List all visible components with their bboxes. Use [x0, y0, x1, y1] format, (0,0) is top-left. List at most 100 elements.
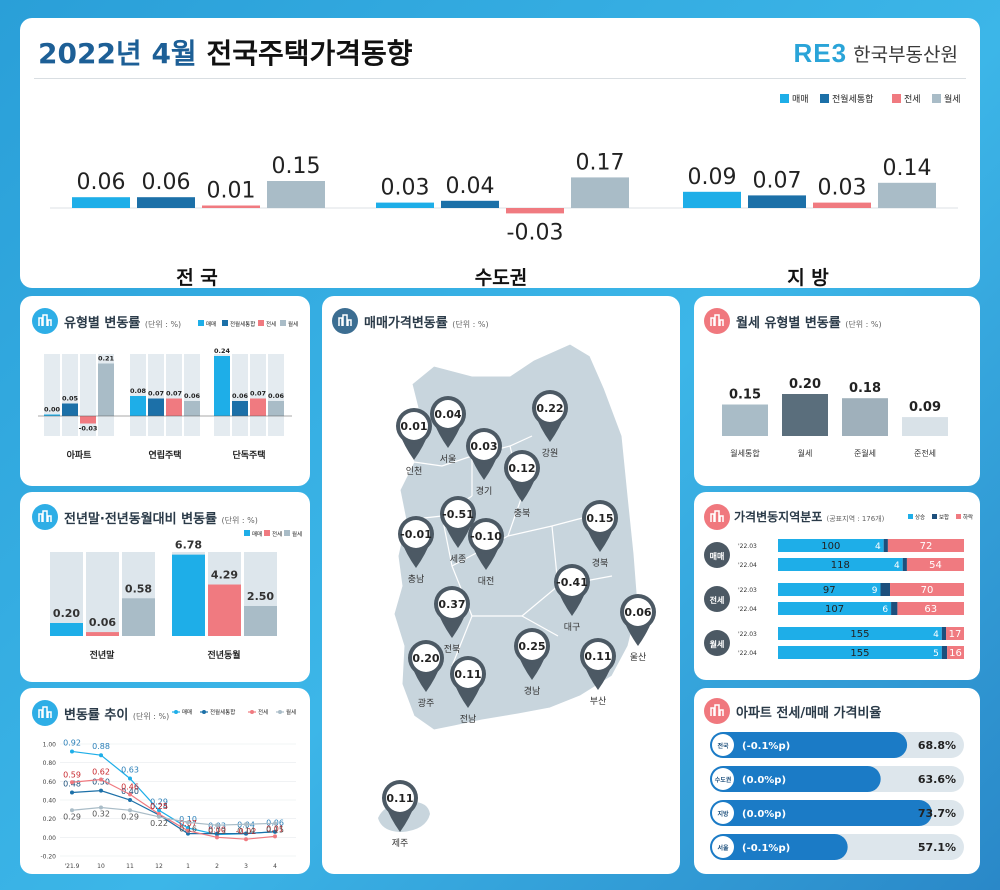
- map-pin-value: 0.06: [624, 606, 651, 619]
- ratio-value-label: 73.7%: [918, 807, 956, 820]
- trend-point-label: 0.88: [92, 742, 110, 751]
- top-bar: [748, 195, 806, 208]
- type-bar: [250, 398, 266, 416]
- building-icon: [338, 314, 352, 326]
- top-bar-label: 0.06: [77, 170, 126, 195]
- dist-up-value: 155: [850, 648, 869, 659]
- type-bar-label: 0.06: [268, 392, 285, 400]
- dist-bar-down: [887, 539, 964, 552]
- trend-panel-title: 변동률 추이: [64, 708, 129, 723]
- trend-point-label: 0.10: [179, 815, 197, 824]
- trend-point: [99, 753, 103, 758]
- top-bar-label: 0.17: [576, 150, 625, 175]
- wolse-bar-label: 0.15: [729, 388, 761, 403]
- type-panel: 유형별 변동률 (단위 : %) 매매 전월세통합 전세 월세 0.00 0.05 -0.0…: [20, 296, 310, 486]
- ratio-chart: 전국 (-0.1%p) 68.8% 수도권 (0.0%p) 63.6% 지방 (0.0%p) 7…: [710, 732, 964, 860]
- org-logo: RE3 한국부동산원: [794, 38, 958, 69]
- trend-point: [215, 823, 219, 828]
- dist-group-badge: [704, 630, 730, 656]
- map-region-name: 경북: [592, 557, 609, 569]
- trend-point-label: 0.24: [150, 802, 168, 811]
- dist-flat-value: 4: [894, 561, 900, 571]
- trend-point: [186, 831, 190, 836]
- y-tick-label: 0.40: [43, 798, 57, 805]
- dist-panel-title: 가격변동지역분포: [734, 510, 823, 524]
- yoy-category-label: 전년말: [90, 649, 116, 661]
- map-region-name: 강원: [542, 448, 559, 459]
- map-pin-value: 0.11: [386, 792, 413, 805]
- yoy-category-label: 전년동월: [207, 649, 240, 661]
- map-pin-face: [434, 400, 462, 428]
- yoy-bar: [50, 623, 83, 636]
- top-bar: [137, 197, 195, 208]
- legend-swatch: [892, 94, 901, 103]
- legend-swatch: [222, 320, 228, 326]
- top-group-label: 수도권: [475, 267, 527, 288]
- trend-point: [99, 788, 103, 793]
- trend-point: [186, 820, 190, 825]
- dist-up-value: 107: [825, 604, 844, 615]
- legend-swatch: [258, 320, 264, 326]
- dist-flat-value: 6: [882, 605, 888, 615]
- yoy-bar-label: 0.06: [89, 616, 116, 629]
- dist-flat-value: 9: [872, 586, 878, 596]
- trend-panel-icon: [32, 700, 58, 726]
- yoy-panel-icon: [32, 504, 58, 530]
- dist-bar-down: [897, 602, 964, 615]
- dist-bar-flat: [902, 558, 907, 571]
- legend-marker: [202, 710, 206, 714]
- trend-point-label: 0.14: [237, 826, 255, 835]
- top-bar: [202, 205, 260, 208]
- trend-point-label: 0.62: [92, 767, 110, 776]
- x-tick-label: 2: [215, 863, 219, 870]
- trend-point-label: 0.63: [121, 766, 139, 775]
- y-tick-label: 0.60: [43, 779, 57, 786]
- trend-point-label: 0.40: [121, 787, 139, 796]
- trend-point: [215, 835, 219, 840]
- trend-point: [70, 749, 74, 754]
- trend-point: [70, 780, 74, 785]
- ratio-region-badge: [712, 768, 734, 790]
- trend-point: [186, 826, 190, 830]
- type-bar: [44, 414, 60, 416]
- trend-panel: 변동률 추이 (단위 : %) 매매 전월세통합 전세 월세 1.00 0.80 0.60 0…: [20, 688, 310, 874]
- map-pin-value: 0.11: [454, 668, 481, 681]
- legend-label: 전세: [904, 94, 921, 105]
- legend-swatch: [284, 530, 290, 536]
- map-region-name: 인천: [406, 466, 423, 477]
- ratio-fill: [710, 834, 848, 860]
- dist-group-badge: [704, 542, 730, 568]
- top-bar: [683, 191, 741, 208]
- map-pin-value: 0.01: [400, 420, 427, 433]
- ratio-region-label: 수도권: [715, 776, 732, 784]
- title-main: 전국주택가격동향: [206, 37, 413, 70]
- building-icon: [710, 704, 724, 716]
- yoy-panel-title: 전년말·전년동월대비 변동률: [64, 512, 217, 527]
- type-panel-title: 유형별 변동률: [64, 316, 141, 331]
- dist-down-value: 70: [921, 585, 934, 596]
- map-pin-value: 0.12: [508, 462, 535, 475]
- dist-flat-value: 4: [933, 630, 939, 640]
- y-tick-label: 0.00: [43, 835, 57, 842]
- top-bar-label: -0.03: [507, 220, 564, 245]
- legend-swatch: [280, 320, 286, 326]
- ratio-panel: 아파트 전세/매매 가격비율 전국 (-0.1%p) 68.8% 수도권 (0.0%p)…: [694, 688, 980, 874]
- dist-bar-flat: [891, 602, 898, 615]
- map-region-name: 제주: [392, 838, 409, 849]
- logo-mark: RE3: [793, 38, 848, 68]
- x-tick-label: 12: [155, 863, 163, 870]
- trend-point: [273, 829, 277, 834]
- trend-point-label: -0.02: [236, 827, 257, 836]
- dist-up-value: 100: [821, 541, 840, 552]
- ratio-value-label: 68.8%: [918, 739, 956, 752]
- map-pin-face: [454, 660, 482, 688]
- legend-marker: [174, 710, 178, 714]
- dist-bar-down: [906, 558, 964, 571]
- wolse-category-label: 준전세: [914, 448, 936, 458]
- dist-flat-value: 5: [933, 649, 939, 659]
- dist-group-badge: [704, 586, 730, 612]
- map-pin-face: [402, 520, 430, 548]
- trend-point: [70, 808, 74, 813]
- dist-down-value: 54: [929, 560, 942, 571]
- type-bar-label: 0.06: [232, 392, 249, 400]
